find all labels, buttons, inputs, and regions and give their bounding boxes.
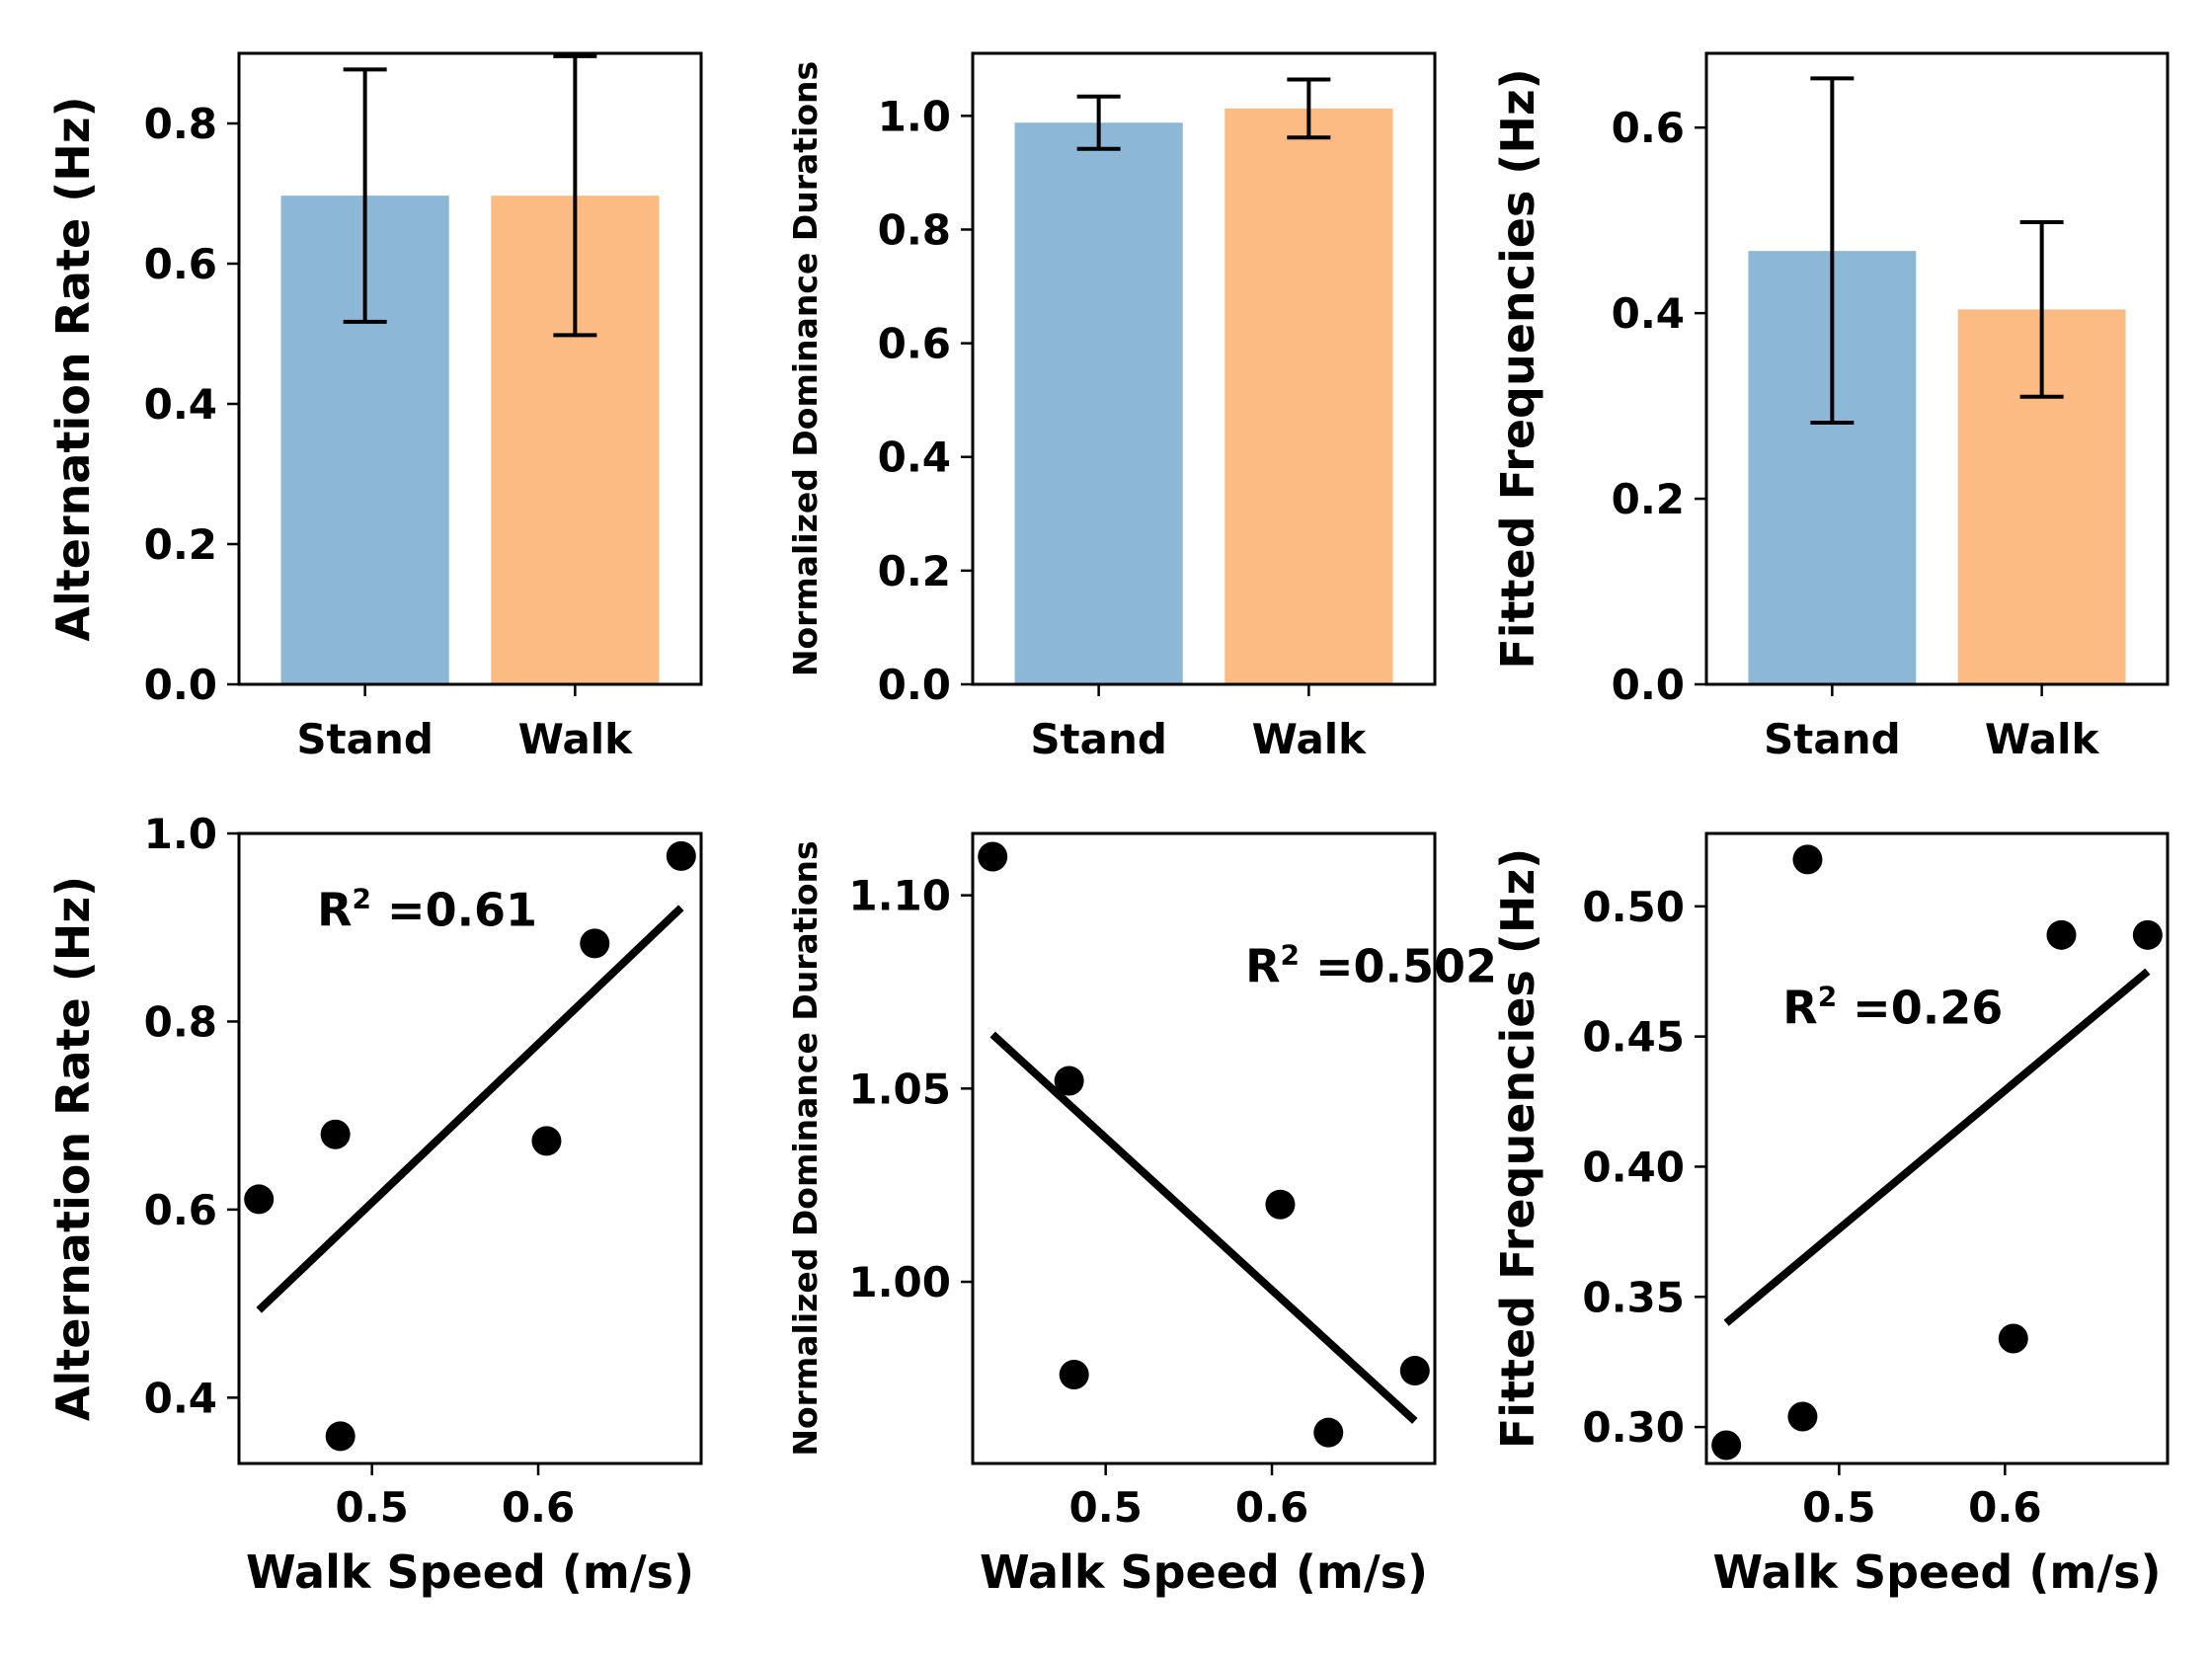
y-tick-label: 0.4 <box>878 434 951 482</box>
x-axis-label: Walk Speed (m/s) <box>1712 1545 2161 1599</box>
x-tick-label: Walk <box>1985 715 2100 763</box>
data-point-5 <box>1313 1417 1344 1448</box>
y-tick-label: 0.6 <box>1612 104 1685 152</box>
y-tick-label: 1.05 <box>848 1065 951 1113</box>
y-tick-label: 0.30 <box>1582 1403 1685 1452</box>
x-tick-label: Walk <box>1252 715 1368 763</box>
y-tick-label: 0.45 <box>1582 1013 1685 1062</box>
r-squared-base: R <box>1245 940 1280 993</box>
y-tick-label: 0.0 <box>1612 661 1685 709</box>
data-point-4 <box>1265 1189 1296 1220</box>
r-squared-value: =0.61 <box>371 883 537 936</box>
data-point-6 <box>666 840 696 871</box>
y-tick-label: 0.50 <box>1582 883 1685 931</box>
x-axis-label: Walk Speed (m/s) <box>246 1545 694 1599</box>
y-axis-label: Normalized Dominance Durations <box>786 61 825 676</box>
r-squared-value: =0.26 <box>1837 981 2003 1034</box>
panel-alternation-rate-scatter: 0.5 0.6 R2 =0.61 Walk Speed (m/s) 0.4 0.6 0.8 1… <box>46 810 703 1599</box>
r-squared-base: R <box>317 883 352 936</box>
data-point-3 <box>1059 1359 1089 1389</box>
data-point-1 <box>1711 1430 1742 1461</box>
y-tick-label: 0.35 <box>1582 1273 1685 1321</box>
x-tick-label: 0.5 <box>335 1483 408 1532</box>
data-point-4 <box>1998 1323 2028 1354</box>
y-tick-label: 1.00 <box>848 1258 951 1306</box>
data-point-2 <box>1787 1401 1818 1432</box>
y-tick-label: 0.8 <box>144 100 217 148</box>
data-point-3 <box>1792 844 1823 875</box>
data-point-1 <box>978 841 1008 872</box>
bar-walk <box>1224 108 1393 685</box>
axes-frame <box>237 51 703 686</box>
y-axis-label: Fitted Frequencies (Hz) <box>1491 68 1544 669</box>
y-tick-label: 0.40 <box>1582 1143 1685 1191</box>
axes-frame <box>1704 831 2170 1465</box>
data-point-3 <box>325 1421 356 1452</box>
r-squared-annotation: R2 =0.26 <box>1782 980 2003 1034</box>
x-axis-label: Walk Speed (m/s) <box>980 1545 1428 1599</box>
y-axis-label: Fitted Frequencies (Hz) <box>1491 848 1544 1449</box>
regression-line <box>256 905 684 1313</box>
r-squared-value: =0.502 <box>1300 940 1497 993</box>
y-axis-label: Alternation Rate (Hz) <box>46 876 100 1421</box>
r-squared-annotation: R2 =0.61 <box>317 882 537 936</box>
x-tick-label: 0.6 <box>502 1483 575 1532</box>
y-tick-label: 0.6 <box>144 240 217 288</box>
panel-alternation-rate-bar: Stand Walk 0.0 0.2 0.4 0.6 0.8 Alternation Rate… <box>46 51 703 763</box>
r-squared-superscript: 2 <box>353 882 371 914</box>
data-point-1 <box>244 1184 275 1215</box>
y-axis-label: Normalized Dominance Durations <box>786 840 825 1456</box>
r-squared-superscript: 2 <box>1281 939 1300 972</box>
panel-fitted-frequencies-bar: Stand Walk 0.0 0.2 0.4 0.6 Fitted Frequencies … <box>1491 51 2170 763</box>
y-tick-label: 0.4 <box>144 380 217 429</box>
x-tick-label: 0.5 <box>1068 1483 1142 1532</box>
y-tick-label: 0.6 <box>144 1186 217 1234</box>
x-tick-label: Walk <box>518 715 634 763</box>
data-point-6 <box>2132 919 2163 950</box>
y-tick-label: 0.6 <box>878 320 951 368</box>
regression-line <box>1723 968 2151 1326</box>
x-tick-label: Stand <box>1764 715 1901 763</box>
x-tick-label: Stand <box>1030 715 1167 763</box>
data-point-5 <box>580 928 610 959</box>
x-tick-label: 0.6 <box>1968 1483 2041 1532</box>
r-squared-annotation: R2 =0.502 <box>1245 939 1497 993</box>
data-point-2 <box>1054 1066 1084 1096</box>
y-tick-label: 0.8 <box>144 997 217 1046</box>
data-point-6 <box>1399 1356 1430 1386</box>
y-tick-label: 0.2 <box>878 547 951 595</box>
y-axis-label: Alternation Rate (Hz) <box>46 96 100 641</box>
y-tick-label: 1.0 <box>144 810 217 858</box>
r-squared-base: R <box>1782 981 1817 1034</box>
r-squared-superscript: 2 <box>1818 980 1837 1012</box>
panel-dominance-durations-bar: Stand Walk 0.0 0.2 0.4 0.6 0.8 1.0 Normalized Do… <box>786 51 1437 763</box>
data-point-5 <box>2046 919 2077 950</box>
axes-frame <box>971 51 1437 686</box>
y-tick-label: 0.0 <box>144 661 217 709</box>
x-tick-label: Stand <box>296 715 434 763</box>
y-tick-label: 1.10 <box>848 872 951 920</box>
y-tick-label: 0.4 <box>1612 289 1685 338</box>
data-point-4 <box>531 1126 562 1156</box>
regression-line <box>989 1031 1418 1424</box>
axes-frame <box>237 831 703 1465</box>
axes-frame <box>1704 51 2170 686</box>
y-tick-label: 0.2 <box>144 520 217 569</box>
x-tick-label: 0.5 <box>1802 1483 1875 1532</box>
bar-stand <box>1014 122 1183 685</box>
panel-fitted-frequencies-scatter: 0.5 0.6 R2 =0.26 Walk Speed (m/s) 0.30 0.35 0.… <box>1491 831 2170 1599</box>
y-tick-label: 0.2 <box>1612 475 1685 523</box>
panel-dominance-durations-scatter: 0.5 0.6 R2 =0.502 Walk Speed (m/s) 1.00 1.05 1… <box>786 831 1497 1599</box>
y-tick-label: 1.0 <box>878 92 951 140</box>
y-tick-label: 0.0 <box>878 661 951 709</box>
y-tick-label: 0.8 <box>878 205 951 254</box>
axes-frame <box>971 831 1437 1465</box>
data-point-2 <box>320 1119 351 1149</box>
x-tick-label: 0.6 <box>1235 1483 1308 1532</box>
y-tick-label: 0.4 <box>144 1374 217 1422</box>
